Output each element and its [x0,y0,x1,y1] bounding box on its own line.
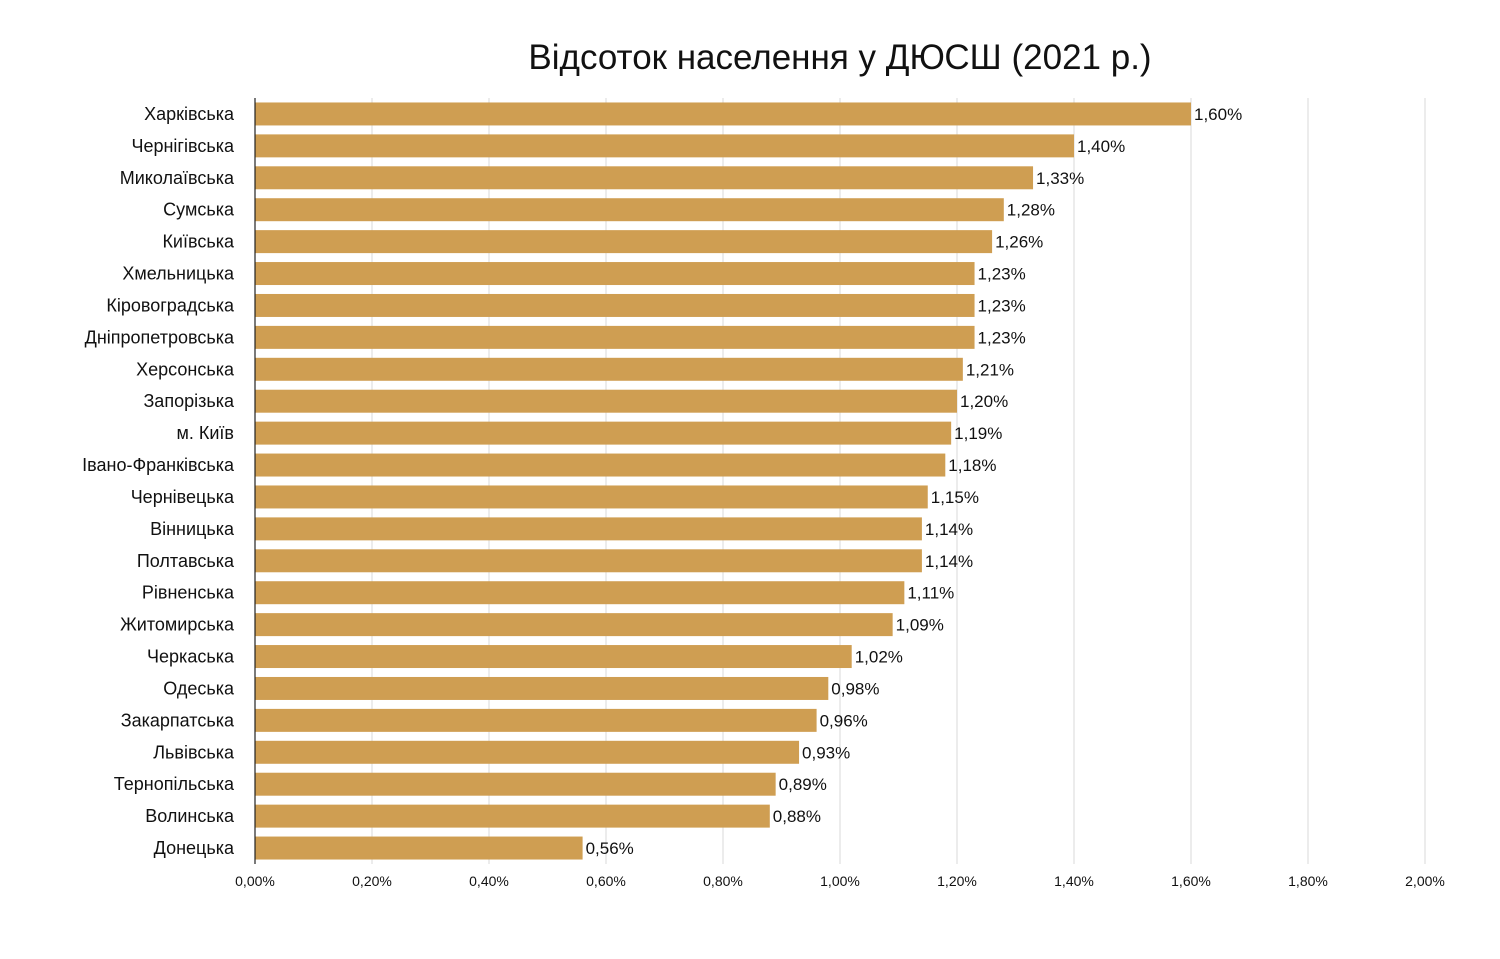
value-label: 1,11% [907,584,954,603]
bar [255,453,946,477]
value-label: 0,96% [820,711,868,730]
category-label: Сумська [163,200,235,220]
x-tick-label: 0,00% [235,873,275,889]
chart-title: Відсоток населення у ДЮСШ (2021 р.) [528,38,1152,77]
value-label: 1,21% [966,360,1014,379]
bar [255,293,975,317]
bar [255,581,905,605]
value-label: 1,40% [1077,137,1125,156]
value-label: 1,33% [1036,169,1084,188]
x-tick-label: 0,40% [469,873,509,889]
bar [255,645,852,669]
value-label: 1,09% [896,616,944,635]
x-tick-label: 0,60% [586,873,626,889]
x-tick-label: 1,60% [1171,873,1211,889]
category-label: Черкаська [147,647,235,667]
bar [255,804,770,828]
bar [255,613,893,637]
bar [255,708,817,732]
x-tick-label: 0,80% [703,873,743,889]
category-label: Миколаївська [120,168,235,188]
x-tick-label: 1,00% [820,873,860,889]
category-label: Івано-Франківська [82,455,235,475]
value-label: 1,28% [1007,201,1055,220]
bar [255,517,922,541]
bar [255,357,963,381]
category-label: Одеська [163,678,235,698]
bar [255,549,922,573]
value-label: 1,19% [954,424,1002,443]
bar [255,102,1191,126]
value-label: 1,23% [978,265,1026,284]
category-label: Полтавська [137,551,235,571]
bar [255,230,993,254]
bar [255,325,975,349]
value-label: 1,23% [978,328,1026,347]
bar [255,134,1074,158]
bar [255,836,583,860]
bar [255,485,928,509]
bar [255,262,975,286]
bar [255,421,952,445]
x-tick-label: 1,80% [1288,873,1328,889]
value-labels: 1,60% 1,40% 1,33% 1,28% 1,26% 1,23% 1,23% 1,23%… [586,105,1243,858]
category-label: Чернівецька [131,487,235,507]
bar [255,740,800,764]
category-label: Закарпатська [121,710,235,730]
value-label: 1,60% [1194,105,1242,124]
category-label: Рівненська [142,583,235,603]
category-label: Херсонська [136,359,235,379]
value-label: 1,02% [855,648,903,667]
value-label: 1,18% [948,456,996,475]
x-tick-label: 0,20% [352,873,392,889]
bar [255,772,776,796]
category-label: Запорізька [143,391,235,411]
value-label: 0,93% [802,743,850,762]
value-label: 0,89% [779,775,827,794]
category-label: Житомирська [120,615,235,635]
category-label: Тернопільська [114,774,235,794]
bar [255,166,1034,190]
bar [255,389,957,413]
category-label: Волинська [145,806,235,826]
value-label: 1,20% [960,392,1008,411]
category-label: Кіровоградська [106,295,235,315]
value-label: 1,23% [978,296,1026,315]
category-labels: Харківська Чернігівська Миколаївська Сумськ… [82,104,235,858]
category-label: Хмельницька [122,264,235,284]
category-label: м. Київ [177,423,234,443]
x-tick-label: 1,20% [937,873,977,889]
x-tick-label: 1,40% [1054,873,1094,889]
value-label: 0,98% [831,679,879,698]
category-label: Чернігівська [131,136,235,156]
value-label: 1,15% [931,488,979,507]
value-label: 0,56% [586,839,634,858]
x-axis-ticks: 0,00% 0,20% 0,40% 0,60% 0,80% 1,00% 1,20% 1,40%… [235,873,1445,889]
value-label: 1,26% [995,233,1043,252]
category-label: Дніпропетровська [85,327,235,347]
value-label: 1,14% [925,552,973,571]
category-label: Вінницька [150,519,235,539]
bar [255,676,829,700]
bar [255,198,1004,222]
gridlines [371,98,1426,864]
value-label: 1,14% [925,520,973,539]
category-label: Харківська [144,104,235,124]
category-label: Київська [162,232,235,252]
bars [255,102,1191,860]
category-label: Донецька [154,838,235,858]
value-label: 0,88% [773,807,821,826]
category-label: Львівська [153,742,235,762]
x-tick-label: 2,00% [1405,873,1445,889]
